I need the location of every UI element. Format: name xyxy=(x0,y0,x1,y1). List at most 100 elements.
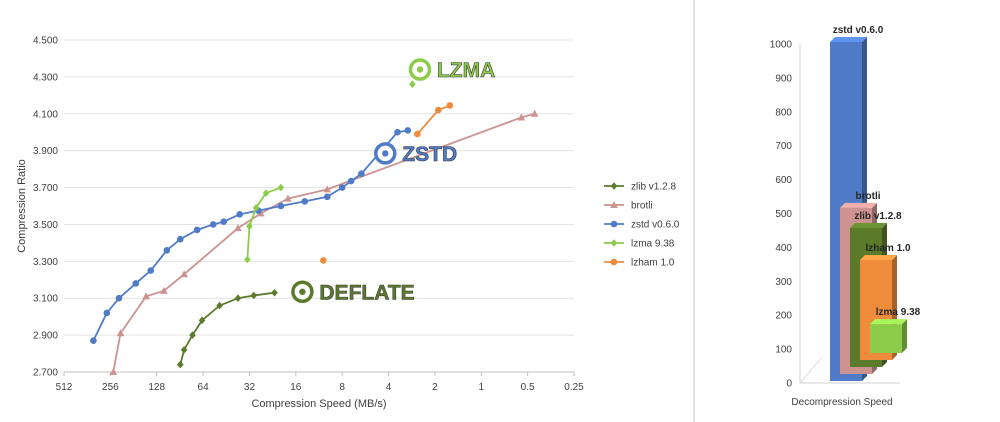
x-tick-label: 1 xyxy=(478,382,484,393)
data-point xyxy=(180,346,188,354)
y-tick-label: 4.500 xyxy=(33,36,58,47)
data-point xyxy=(142,292,150,300)
bar-front xyxy=(870,324,902,353)
y-tick-label: 400 xyxy=(775,243,792,254)
data-point xyxy=(115,294,123,302)
series-lzham-1-0 xyxy=(414,102,454,138)
legend: zlib v1.2.8 brotli zstd v0.6.0 lzma 9.38 lzh… xyxy=(604,182,680,269)
x-axis-label: Decompression Speed xyxy=(791,397,892,408)
data-point xyxy=(271,288,278,297)
data-point xyxy=(414,130,421,138)
data-point xyxy=(90,337,97,344)
bar-top xyxy=(850,223,887,229)
legend-label: lzham 1.0 xyxy=(631,258,675,269)
series-line xyxy=(179,291,275,365)
floor-depth-line xyxy=(799,356,823,384)
data-point xyxy=(160,286,168,294)
data-point xyxy=(220,218,228,225)
bar-label: lzma 9.38 xyxy=(876,307,921,318)
series-extra-point xyxy=(409,80,416,89)
y-tick-label: 500 xyxy=(775,209,792,220)
bar-label: zlib v1.2.8 xyxy=(854,211,902,222)
bar-label: brotli xyxy=(856,191,881,202)
series-zstd-v0-6-0 xyxy=(90,127,412,344)
data-point xyxy=(257,209,265,217)
data-point xyxy=(103,309,111,317)
y-tick-label: 900 xyxy=(775,73,792,84)
data-point xyxy=(262,189,270,197)
y-tick-label: 3.500 xyxy=(33,220,58,231)
x-tick-label: 64 xyxy=(198,382,210,393)
data-point xyxy=(189,331,196,339)
y-tick-label: 1000 xyxy=(770,40,793,51)
x-tick-label: 256 xyxy=(102,382,119,393)
data-point xyxy=(198,316,206,325)
y-tick-label: 3.100 xyxy=(33,294,58,305)
legend-label: zstd v0.6.0 xyxy=(631,220,680,231)
y-tick-label: 600 xyxy=(775,175,792,186)
bar-side xyxy=(902,319,907,353)
x-tick-label: 2 xyxy=(432,382,438,393)
series-line xyxy=(246,186,282,260)
y-tick-label: 100 xyxy=(775,345,792,356)
legend-marker xyxy=(610,182,618,190)
y-tick-label: 3.900 xyxy=(33,146,58,157)
data-point xyxy=(446,102,454,109)
data-point xyxy=(244,255,251,264)
data-point xyxy=(358,170,365,178)
data-point xyxy=(301,198,309,205)
y-tick-label: 4.300 xyxy=(33,72,58,83)
callout-dot-icon xyxy=(299,288,306,295)
compression-chart: 2.700 2.900 3.100 3.300 3.500 3.700 3.900 4.100… xyxy=(16,36,680,411)
data-point xyxy=(163,246,171,254)
y-axis-label: Compression Ratio xyxy=(16,159,28,253)
x-axis-label: Compression Speed (MB/s) xyxy=(251,398,386,410)
series-line xyxy=(92,129,408,342)
x-tick-label: 4 xyxy=(386,382,392,393)
data-point xyxy=(394,128,401,136)
y-tick-label: 200 xyxy=(775,311,792,322)
y-tick-label: 2.700 xyxy=(33,368,58,379)
series-line xyxy=(416,104,451,135)
series-extra-point xyxy=(320,257,327,264)
data-point xyxy=(176,235,184,243)
series-lzma-9-38 xyxy=(244,183,285,264)
data-point xyxy=(193,226,201,234)
callout-label: ZSTD xyxy=(402,143,457,166)
data-point xyxy=(277,183,285,192)
callout-dot-icon xyxy=(416,66,424,73)
legend-label: brotli xyxy=(631,201,653,212)
legend-marker xyxy=(610,239,618,247)
data-point xyxy=(323,193,331,201)
bar-label: lzham 1.0 xyxy=(865,243,910,254)
data-point xyxy=(252,204,260,212)
data-point xyxy=(347,177,355,185)
bar-top xyxy=(830,37,867,42)
data-point xyxy=(132,280,140,287)
data-point xyxy=(216,301,223,310)
x-tick-label: 32 xyxy=(244,382,256,393)
y-tick-label: 3.300 xyxy=(33,257,58,268)
callout-zstd: ZSTD xyxy=(374,142,457,166)
y-tick-label: 3.700 xyxy=(33,183,58,194)
callout-dot-icon xyxy=(382,150,389,157)
x-tick-label: 0.25 xyxy=(564,382,584,393)
bar-top xyxy=(870,319,907,325)
callout-label: DEFLATE xyxy=(319,281,414,304)
callout-label: LZMA xyxy=(437,59,495,82)
data-point xyxy=(530,109,539,117)
decompression-chart: 0 100 200 300 400 500 600 700 800 900 1000 Decompre… xyxy=(770,25,921,408)
data-point xyxy=(435,106,442,114)
bar-top xyxy=(840,202,877,208)
data-point xyxy=(236,211,244,218)
data-point xyxy=(320,257,327,264)
data-point xyxy=(409,80,416,89)
data-point xyxy=(176,360,184,369)
y-tick-label: 0 xyxy=(786,379,792,390)
legend-label: zlib v1.2.8 xyxy=(631,182,676,193)
data-point xyxy=(147,267,155,274)
legend-marker xyxy=(610,258,618,266)
data-point xyxy=(338,184,346,191)
data-point xyxy=(180,270,188,278)
